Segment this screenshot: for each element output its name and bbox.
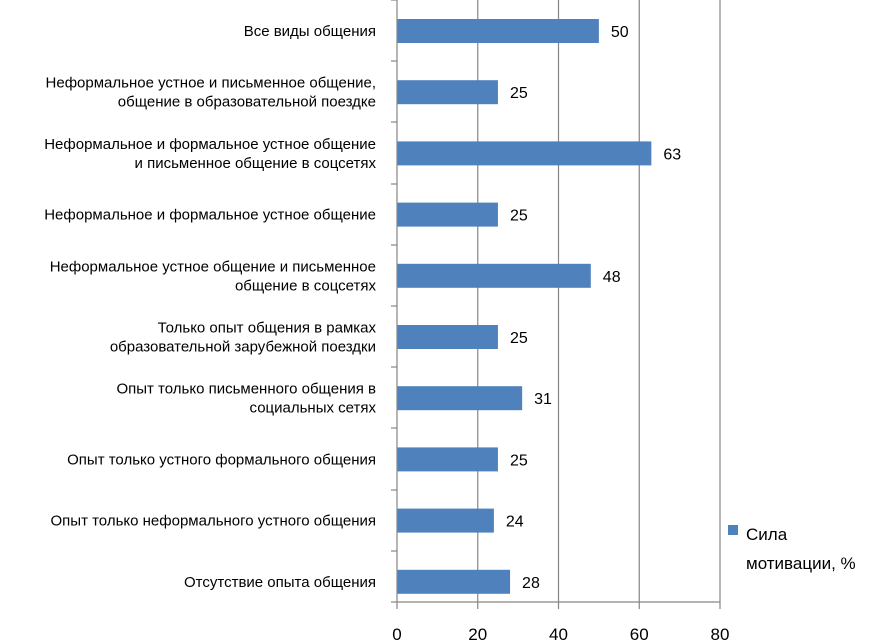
- data-label-8: 24: [506, 514, 524, 531]
- category-label-5-line1: Только опыт общения в рамках: [158, 320, 377, 337]
- category-label-4-line2: общение в соцсетях: [235, 277, 377, 294]
- bar-6: [397, 386, 523, 411]
- bar-0: [397, 19, 599, 43]
- axes: 0 20 40 60 80: [391, 0, 729, 644]
- category-label-2-line1: Неформальное и формальное устное общение: [44, 136, 376, 153]
- data-label-3: 25: [510, 208, 528, 225]
- data-label-9: 28: [522, 575, 540, 592]
- bar-8: [397, 508, 494, 533]
- category-label-8: Опыт только неформального устного общени…: [51, 513, 377, 530]
- category-label-6-line1: Опыт только письменного общения в: [116, 381, 376, 398]
- category-label-1-line1: Неформальное устное и письменное общение…: [46, 75, 376, 92]
- data-label-0: 50: [611, 24, 629, 41]
- legend-label-line2: мотивации, %: [746, 554, 856, 573]
- data-label-1: 25: [510, 85, 528, 102]
- x-tick-label-40: 40: [549, 625, 568, 644]
- x-tick-label-60: 60: [630, 625, 649, 644]
- data-label-6: 31: [534, 391, 552, 408]
- legend: Сила мотивации, %: [728, 525, 856, 573]
- data-label-4: 48: [603, 269, 621, 286]
- category-label-4-line1: Неформальное устное общение и письменное: [50, 258, 376, 275]
- value-labels: 50 25 63 25 48 25 31 25 24 28: [506, 24, 681, 592]
- category-label-1-line2: общение в образовательной поездке: [118, 94, 376, 111]
- bar-2: [397, 141, 652, 166]
- x-tick-label-80: 80: [711, 625, 730, 644]
- bar-4: [397, 263, 591, 288]
- category-label-3: Неформальное и формальное устное общение: [44, 207, 376, 224]
- bar-7: [397, 447, 498, 472]
- bar-9: [397, 569, 511, 594]
- legend-swatch: [728, 525, 738, 535]
- x-tick-label-0: 0: [392, 625, 401, 644]
- bar-5: [397, 325, 498, 349]
- category-label-5-line2: образовательной зарубежной поездки: [110, 339, 376, 356]
- bar-1: [397, 80, 498, 105]
- category-labels: Все виды общения Неформальное устное и пи…: [44, 23, 376, 591]
- bars: [397, 19, 652, 594]
- data-label-5: 25: [510, 330, 528, 347]
- data-label-2: 63: [663, 146, 681, 163]
- category-label-0: Все виды общения: [244, 23, 376, 40]
- x-tick-label-20: 20: [468, 625, 487, 644]
- category-label-2-line2: и письменное общение в соцсетях: [135, 155, 377, 172]
- category-label-6-line2: социальных сетях: [250, 400, 377, 417]
- category-label-9: Отсутствие опыта общения: [184, 574, 376, 591]
- legend-label-line1: Сила: [746, 525, 788, 544]
- bar-3: [397, 202, 498, 227]
- gridlines: [477, 0, 721, 602]
- data-label-7: 25: [510, 452, 528, 469]
- category-label-7: Опыт только устного формального общения: [67, 451, 376, 468]
